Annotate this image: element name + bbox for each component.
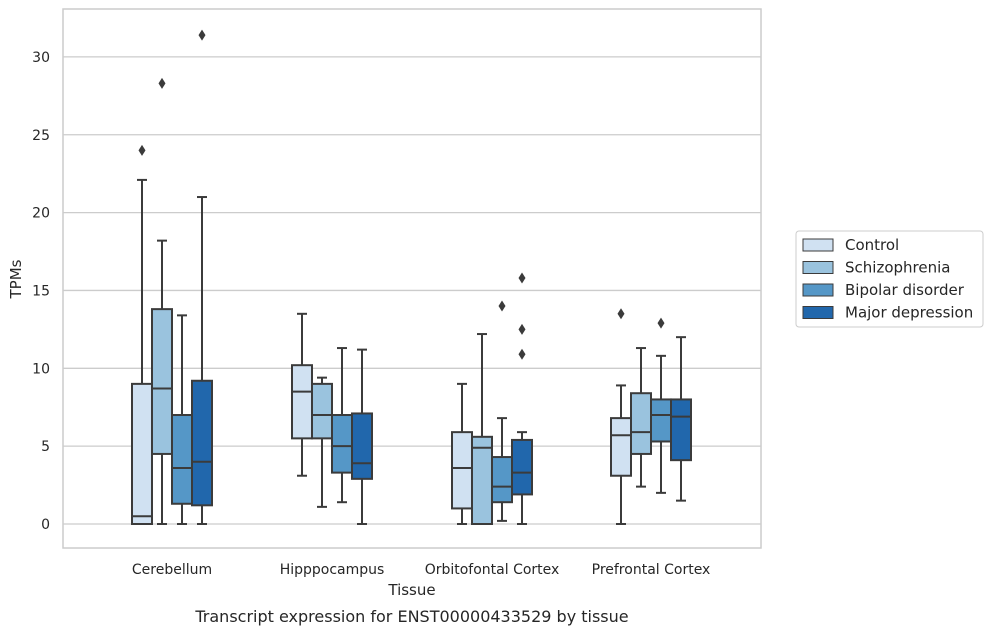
box — [511, 438, 533, 496]
legend-swatch — [802, 306, 834, 319]
outlier-point — [617, 308, 625, 320]
x-tick-label: Cerebellum — [132, 562, 212, 578]
box — [491, 456, 513, 504]
box-group — [650, 317, 672, 494]
box-group — [630, 347, 652, 488]
box-group — [451, 382, 473, 525]
box-group — [171, 314, 193, 525]
box-group — [291, 312, 313, 477]
box — [471, 435, 493, 526]
legend-frame — [795, 230, 984, 328]
outlier-point — [138, 144, 146, 156]
legend-label: Schizophrenia — [845, 259, 950, 277]
y-axis-ticks: 0 5 10 15 20 25 30 — [32, 50, 50, 533]
legend-item: Bipolar disorder — [802, 281, 965, 299]
outlier-point — [158, 77, 166, 89]
chart-caption: Transcript expression for ENST0000043352… — [194, 607, 628, 626]
box — [650, 398, 672, 443]
legend-item: Major depression — [802, 304, 973, 322]
outlier-point — [198, 29, 206, 41]
box-group — [131, 144, 153, 525]
box-group — [491, 300, 513, 522]
y-tick-label: 15 — [32, 283, 50, 299]
legend-swatch — [802, 238, 834, 252]
box-group — [351, 348, 373, 525]
box — [291, 364, 313, 440]
plot-frame — [62, 8, 762, 549]
box-group — [670, 336, 692, 502]
box-plot-area — [131, 29, 692, 526]
outlier-point — [657, 317, 665, 329]
legend-swatch — [802, 283, 834, 297]
box — [351, 412, 373, 480]
legend-item: Schizophrenia — [802, 259, 950, 277]
legend-label: Control — [845, 236, 899, 254]
x-tick-label: Orbitofontal Cortex — [425, 562, 560, 578]
outlier-point — [498, 300, 506, 312]
y-tick-label: 20 — [32, 206, 50, 222]
x-axis-ticks: Cerebellum Hipppocampus Orbitofontal Corte… — [132, 562, 710, 578]
box — [131, 382, 153, 525]
box — [331, 414, 353, 474]
outlier-point — [518, 323, 526, 335]
box — [191, 379, 213, 507]
legend-swatch — [802, 261, 834, 274]
y-tick-label: 30 — [32, 50, 50, 66]
box — [151, 308, 173, 455]
legend-item: Control — [802, 236, 899, 254]
box-group — [471, 333, 493, 526]
box — [171, 414, 193, 505]
series-bipolar-disorder — [171, 300, 672, 525]
y-tick-label: 25 — [32, 128, 50, 144]
box — [630, 392, 652, 455]
outlier-point — [518, 272, 526, 284]
box — [451, 431, 473, 510]
x-tick-label: Prefrontal Cortex — [592, 562, 711, 578]
y-axis-title: TPMs — [7, 259, 25, 299]
box — [311, 382, 333, 440]
series-schizophrenia — [151, 77, 652, 526]
legend-label: Major depression — [845, 304, 973, 322]
series-major-depression — [191, 29, 692, 525]
box — [610, 417, 632, 477]
outlier-point — [518, 348, 526, 360]
y-tick-label: 5 — [41, 439, 50, 455]
legend: Control Schizophrenia Bipolar disorder Majo… — [795, 230, 984, 328]
y-tick-label: 10 — [32, 361, 50, 377]
box-group — [311, 376, 333, 508]
y-tick-label: 0 — [41, 517, 50, 533]
x-axis-title: Tissue — [387, 581, 435, 599]
box-group — [610, 308, 632, 525]
x-tick-label: Hipppocampus — [280, 562, 385, 578]
legend-label: Bipolar disorder — [845, 281, 965, 299]
box-group — [331, 347, 353, 504]
box — [670, 398, 692, 462]
box-group — [151, 77, 173, 525]
box-group — [511, 272, 533, 525]
box-group — [191, 29, 213, 525]
